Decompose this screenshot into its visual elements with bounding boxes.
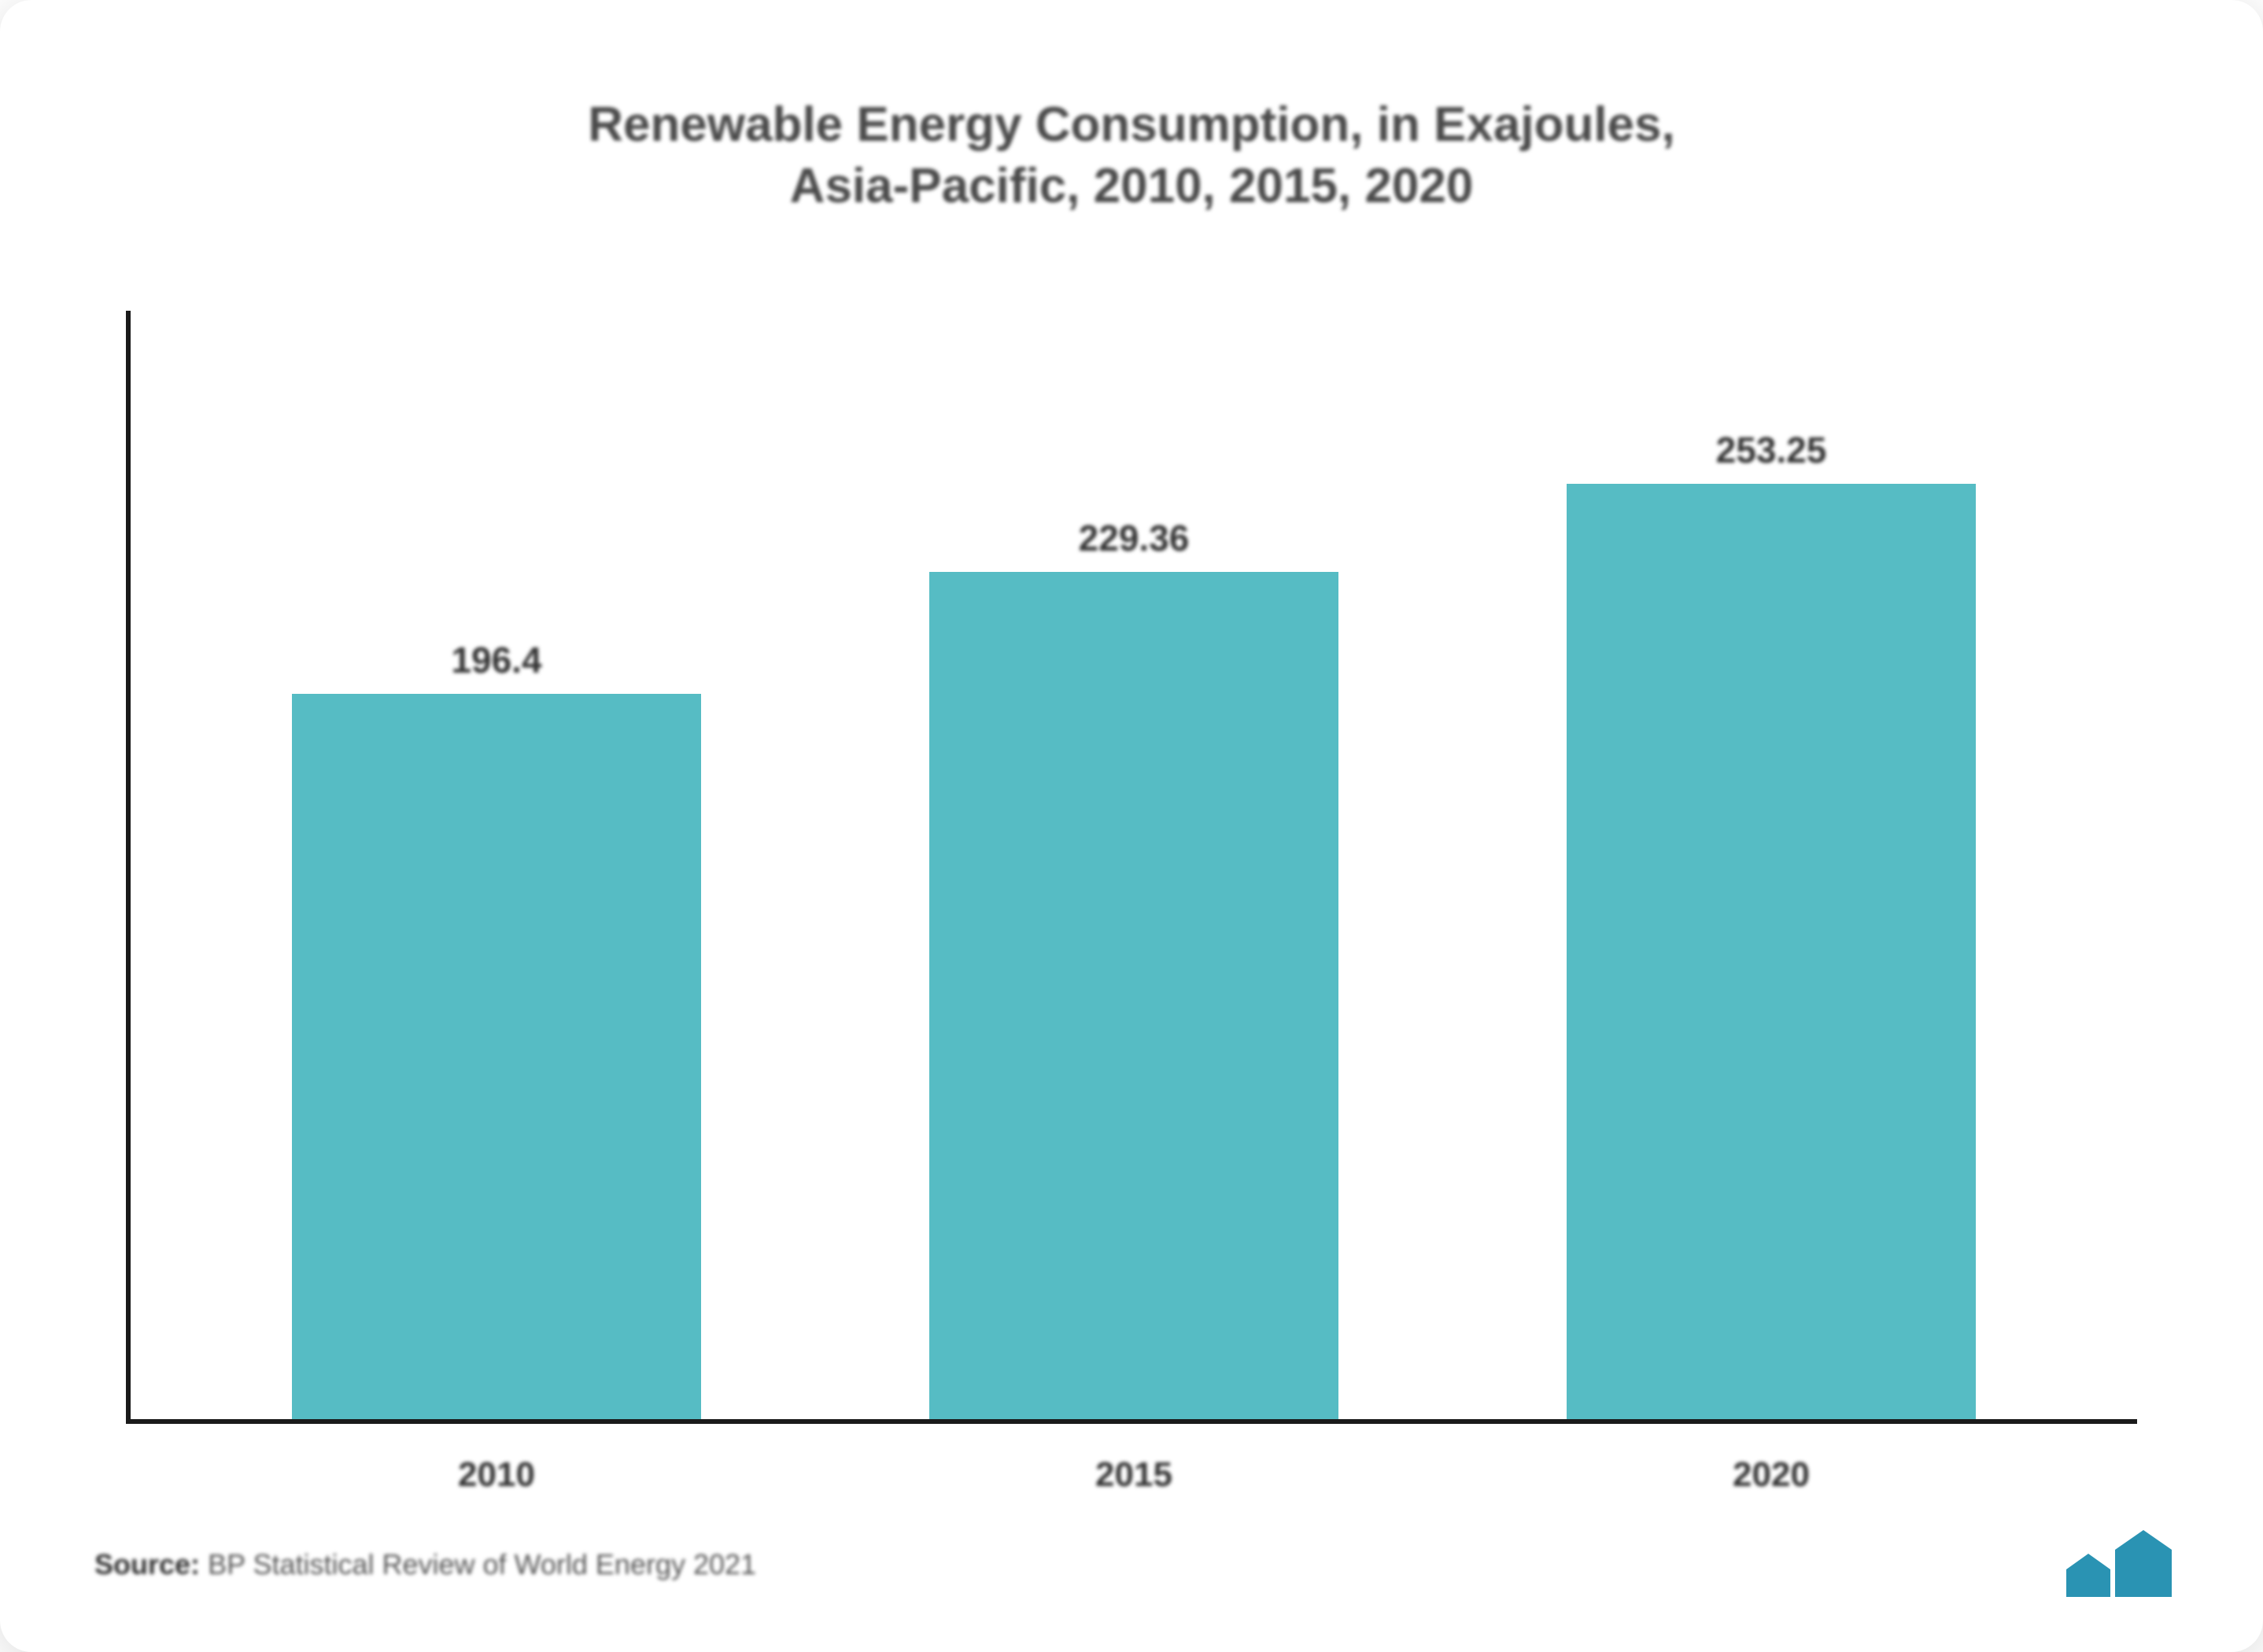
bar: 253.25 (1567, 484, 1976, 1419)
bar-value-label: 196.4 (451, 639, 541, 681)
bar: 196.4 (292, 694, 701, 1419)
bar-slot: 229.36 (815, 311, 1453, 1419)
x-axis-label: 2010 (178, 1455, 815, 1495)
bar-value-label: 229.36 (1079, 517, 1190, 559)
bars-row: 196.4 229.36 253.25 (178, 311, 2090, 1419)
source-citation: Source: BP Statistical Review of World E… (94, 1548, 756, 1581)
bar-value-label: 253.25 (1716, 429, 1827, 471)
chart-title-line-2: Asia-Pacific, 2010, 2015, 2020 (126, 156, 2137, 217)
source-text: BP Statistical Review of World Energy 20… (208, 1548, 756, 1580)
source-label: Source: (94, 1548, 200, 1580)
chart-title-line-1: Renewable Energy Consumption, in Exajoul… (126, 94, 2137, 156)
brand-logo-icon (2066, 1526, 2176, 1597)
x-axis-label: 2015 (815, 1455, 1453, 1495)
bar-slot: 196.4 (178, 311, 815, 1419)
chart-title: Renewable Energy Consumption, in Exajoul… (126, 94, 2137, 216)
x-axis-label: 2020 (1453, 1455, 2090, 1495)
chart-card: Renewable Energy Consumption, in Exajoul… (0, 0, 2263, 1652)
plot-area: 196.4 229.36 253.25 (126, 311, 2137, 1424)
x-axis-labels: 201020152020 (126, 1424, 2137, 1495)
bar: 229.36 (929, 572, 1338, 1419)
bar-slot: 253.25 (1453, 311, 2090, 1419)
